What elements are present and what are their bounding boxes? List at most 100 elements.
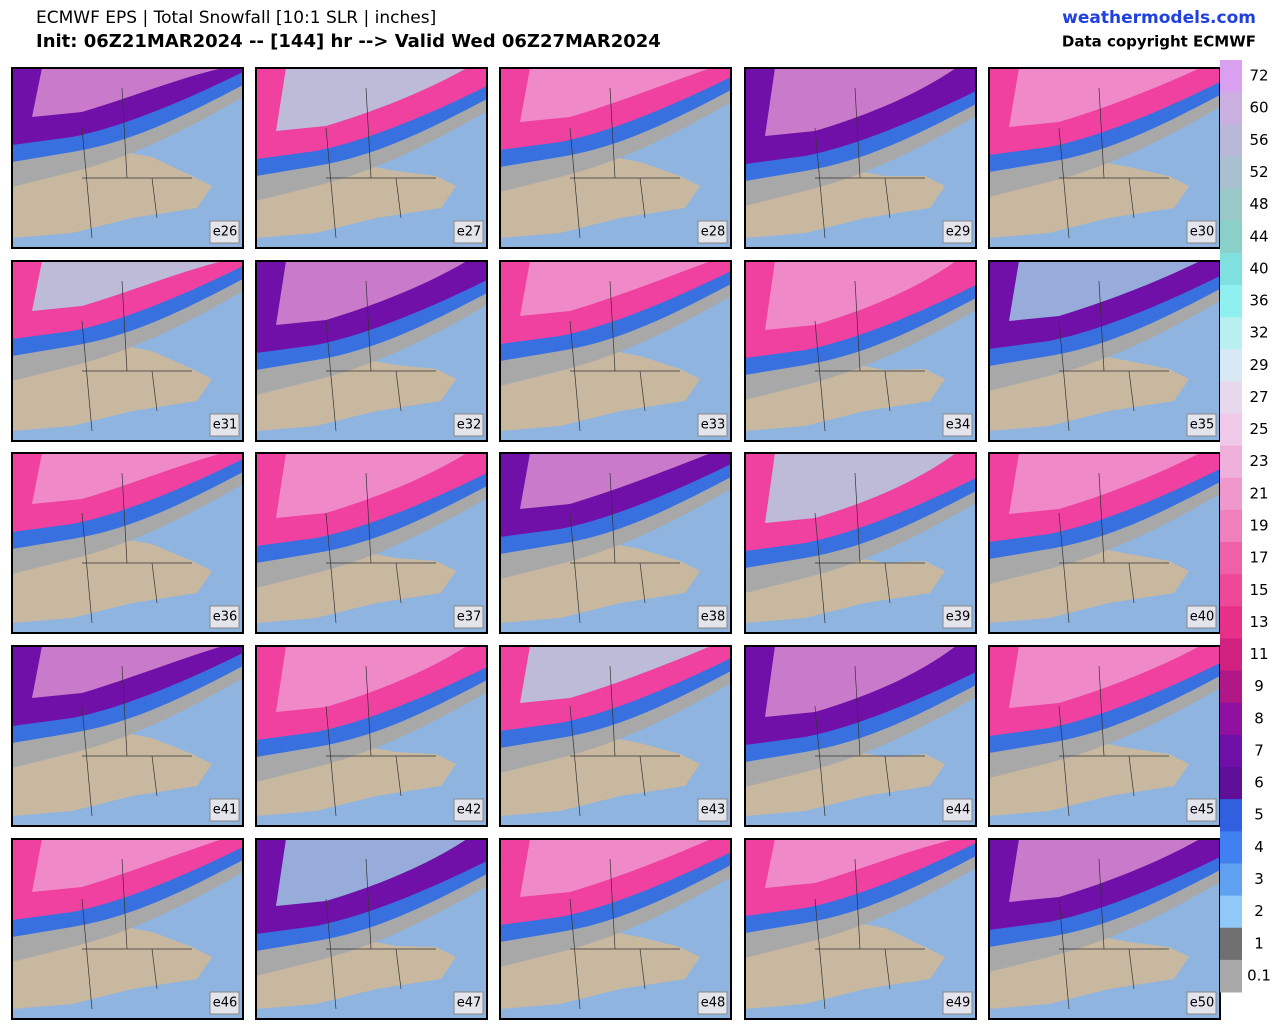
label-box xyxy=(209,798,240,822)
map-panel: e34 xyxy=(744,260,977,442)
map-panel: e28 xyxy=(499,67,732,249)
snow-core xyxy=(765,261,956,330)
snow-core xyxy=(1009,453,1200,514)
site[interactable]: weathermodels.com xyxy=(1062,8,1256,28)
colorbar-label: 15 xyxy=(1249,581,1268,599)
panel-label: e26 xyxy=(213,225,238,240)
map-panel: e44 xyxy=(744,645,977,827)
panel-label: e32 xyxy=(457,418,482,433)
map-panel: e49 xyxy=(744,838,977,1020)
panel-frame xyxy=(744,645,977,827)
snow-core xyxy=(276,261,467,325)
colorbar-label: 17 xyxy=(1249,549,1268,567)
map-content xyxy=(989,839,1220,1019)
label-box xyxy=(1186,413,1217,437)
snow-core xyxy=(520,261,711,316)
map-panel: e48 xyxy=(499,838,732,1020)
panel-label: e48 xyxy=(701,996,726,1011)
colorbar-segment xyxy=(1220,509,1242,543)
colorbar-label: 13 xyxy=(1249,613,1268,631)
title: ECMWF EPS | Total Snowfall [10:1 SLR | i… xyxy=(36,8,436,28)
colorbar-label: 36 xyxy=(1249,292,1268,310)
map-panel: e50 xyxy=(988,838,1221,1020)
colorbar-label: 48 xyxy=(1249,195,1268,213)
panel-label: e42 xyxy=(457,803,482,818)
borders xyxy=(325,858,436,1010)
map-panel: e45 xyxy=(988,645,1221,827)
map-panel: e47 xyxy=(255,838,488,1020)
map-content xyxy=(745,453,976,633)
snow-core xyxy=(520,646,711,703)
label-box xyxy=(1186,220,1217,244)
panel-label: e29 xyxy=(946,225,971,240)
colorbar-label: 1 xyxy=(1254,934,1264,952)
copyright: Data copyright ECMWF xyxy=(1062,33,1256,51)
map-panel: e40 xyxy=(988,452,1221,634)
colorbar-segment xyxy=(1220,252,1242,286)
label-box xyxy=(697,605,728,629)
map-panel: e32 xyxy=(255,260,488,442)
colorbar-label: 27 xyxy=(1249,388,1268,406)
colorbar-segment xyxy=(1220,574,1242,607)
snow-core xyxy=(1009,839,1200,902)
snow-core xyxy=(32,68,223,117)
snow-core xyxy=(1009,68,1200,127)
colorbar-label: 40 xyxy=(1249,259,1268,277)
panel-label: e47 xyxy=(457,996,482,1011)
panel-frame xyxy=(499,452,732,634)
snow-core xyxy=(32,261,223,311)
snow-core xyxy=(276,453,467,518)
borders xyxy=(325,472,436,624)
map-content xyxy=(12,68,243,248)
colorbar-label: 29 xyxy=(1249,356,1268,374)
colorbar-label: 72 xyxy=(1249,67,1268,85)
colorbar-segment xyxy=(1220,317,1242,350)
panel-label: e43 xyxy=(701,803,726,818)
label-box xyxy=(942,991,973,1015)
panel-label: e35 xyxy=(1190,418,1215,433)
colorbar-segment xyxy=(1220,381,1242,415)
borders xyxy=(569,472,680,624)
colorbar-label: 3 xyxy=(1254,870,1264,888)
borders xyxy=(1058,87,1169,239)
panel-label: e41 xyxy=(213,803,238,818)
colorbar-segment xyxy=(1220,477,1242,511)
map-panel: e35 xyxy=(988,260,1221,442)
panel-frame xyxy=(255,452,488,634)
map-content xyxy=(256,453,487,633)
borders xyxy=(1058,280,1169,432)
colorbar-segment xyxy=(1220,734,1242,768)
panel-frame xyxy=(499,645,732,827)
panel-frame xyxy=(499,67,732,249)
colorbar-segment xyxy=(1220,188,1242,222)
map-content xyxy=(12,646,243,826)
label-box xyxy=(697,991,728,1015)
colorbar-segment xyxy=(1220,60,1242,93)
colorbar-segment xyxy=(1220,606,1242,639)
borders xyxy=(81,280,192,432)
label-box xyxy=(209,991,240,1015)
panel-label: e46 xyxy=(213,996,238,1011)
panel-frame xyxy=(744,838,977,1020)
map-content xyxy=(12,839,243,1019)
colorbar-segment xyxy=(1220,124,1242,157)
map-content xyxy=(500,839,731,1019)
borders xyxy=(814,858,925,1010)
borders xyxy=(814,280,925,432)
map-content xyxy=(500,646,731,826)
map-content xyxy=(745,646,976,826)
map-panel: e42 xyxy=(255,645,488,827)
colorbar-segment xyxy=(1220,863,1242,897)
map-panel: e33 xyxy=(499,260,732,442)
colorbar-label: 6 xyxy=(1254,774,1264,792)
panel-frame xyxy=(11,260,244,442)
map-content xyxy=(989,646,1220,826)
map-panel: e38 xyxy=(499,452,732,634)
borders xyxy=(814,472,925,624)
panel-label: e33 xyxy=(701,418,726,433)
snow-core xyxy=(520,68,711,122)
borders xyxy=(325,87,436,239)
colorbar-segment xyxy=(1220,767,1242,800)
panel-label: e40 xyxy=(1190,610,1215,625)
